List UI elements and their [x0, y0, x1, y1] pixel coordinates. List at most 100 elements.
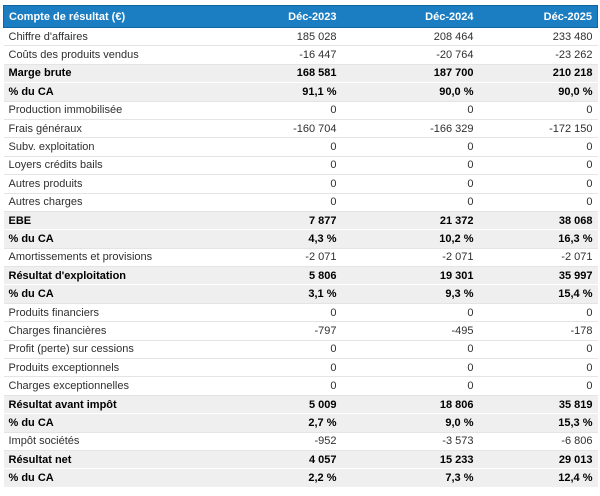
row-value: 0 [341, 137, 479, 157]
row-label: Production immobilisée [3, 100, 204, 120]
row-label: Résultat avant impôt [3, 394, 204, 414]
table-row: Autres charges 0 0 0 [3, 192, 598, 212]
row-value: 0 [341, 192, 479, 212]
row-value: -2 071 [203, 247, 342, 267]
row-value: 0 [478, 137, 598, 157]
row-value: 4 057 [203, 449, 342, 469]
table-row: Résultat net 4 057 15 233 29 013 [3, 449, 598, 469]
table-row: Charges financières -797 -495 -178 [3, 321, 598, 341]
table-row: Produits financiers 0 0 0 [3, 302, 598, 322]
row-value: -2 071 [478, 247, 598, 267]
table-body: Chiffre d'affaires 185 028 208 464 233 4… [3, 26, 598, 487]
row-value: -20 764 [341, 45, 479, 65]
row-label: Charges exceptionnelles [3, 376, 204, 396]
row-value: -172 150 [478, 118, 598, 138]
row-value: 210 218 [478, 63, 598, 83]
row-value: 187 700 [341, 63, 479, 83]
row-label: Marge brute [3, 63, 204, 83]
row-label: Coûts des produits vendus [3, 45, 204, 65]
row-value: 0 [203, 339, 342, 359]
row-value: 0 [478, 376, 598, 396]
row-label: % du CA [3, 284, 204, 304]
row-label: Frais généraux [3, 118, 204, 138]
table-row: % du CA 2,2 % 7,3 % 12,4 % [3, 468, 598, 487]
row-label: % du CA [3, 82, 204, 102]
row-value: 4,3 % [203, 229, 342, 249]
row-value: 0 [478, 339, 598, 359]
row-value: 29 013 [478, 449, 598, 469]
row-value: 10,2 % [341, 229, 479, 249]
row-value: 9,3 % [341, 284, 479, 304]
row-value: 5 009 [203, 394, 342, 414]
income-statement-table: Compte de résultat (€) Déc-2023 Déc-2024… [3, 5, 598, 487]
row-value: -495 [341, 321, 479, 341]
table-row: Production immobilisée 0 0 0 [3, 100, 598, 120]
row-value: 0 [341, 358, 479, 377]
row-value: 2,2 % [203, 468, 342, 487]
row-value: 0 [203, 302, 342, 322]
row-value: 0 [203, 192, 342, 212]
row-value: -797 [203, 321, 342, 341]
table-row: Marge brute 168 581 187 700 210 218 [3, 63, 598, 83]
row-value: 0 [341, 339, 479, 359]
row-value: -3 573 [341, 431, 479, 451]
table-row: Résultat d'exploitation 5 806 19 301 35 … [3, 266, 598, 285]
table-row: % du CA 91,1 % 90,0 % 90,0 % [3, 82, 598, 102]
row-value: 185 028 [203, 26, 342, 46]
row-value: -178 [478, 321, 598, 341]
column-header-dec-2023: Déc-2023 [203, 5, 342, 28]
row-value: 90,0 % [341, 82, 479, 102]
table-row: % du CA 2,7 % 9,0 % 15,3 % [3, 413, 598, 433]
row-label: % du CA [3, 413, 204, 433]
row-value: 90,0 % [478, 82, 598, 102]
row-value: 0 [203, 376, 342, 396]
row-value: 0 [341, 100, 479, 120]
row-value: -166 329 [341, 118, 479, 138]
row-label: Produits financiers [3, 302, 204, 322]
row-label: Autres produits [3, 174, 204, 194]
row-value: 233 480 [478, 26, 598, 46]
row-value: 0 [341, 155, 479, 175]
row-value: -6 806 [478, 431, 598, 451]
row-value: 0 [478, 174, 598, 194]
table-row: Chiffre d'affaires 185 028 208 464 233 4… [3, 26, 598, 46]
row-value: 0 [203, 358, 342, 377]
table-row: Résultat avant impôt 5 009 18 806 35 819 [3, 394, 598, 414]
row-label: % du CA [3, 468, 204, 487]
row-value: -160 704 [203, 118, 342, 138]
row-label: EBE [3, 210, 204, 230]
row-value: 9,0 % [341, 413, 479, 433]
row-value: 0 [203, 174, 342, 194]
row-value: 12,4 % [478, 468, 598, 487]
row-value: 3,1 % [203, 284, 342, 304]
row-value: 0 [341, 302, 479, 322]
table-row: % du CA 3,1 % 9,3 % 15,4 % [3, 284, 598, 304]
row-value: 15 233 [341, 449, 479, 469]
table-row: Autres produits 0 0 0 [3, 174, 598, 194]
table-row: Impôt sociétés -952 -3 573 -6 806 [3, 431, 598, 451]
row-label: Résultat d'exploitation [3, 266, 204, 285]
row-label: Produits exceptionnels [3, 358, 204, 377]
row-value: -2 071 [341, 247, 479, 267]
table-row: EBE 7 877 21 372 38 068 [3, 210, 598, 230]
row-label: Impôt sociétés [3, 431, 204, 451]
row-value: 0 [478, 302, 598, 322]
table-row: Subv. exploitation 0 0 0 [3, 137, 598, 157]
table-row: Produits exceptionnels 0 0 0 [3, 358, 598, 377]
row-value: 35 819 [478, 394, 598, 414]
row-value: 0 [203, 137, 342, 157]
table-row: Profit (perte) sur cessions 0 0 0 [3, 339, 598, 359]
row-value: -23 262 [478, 45, 598, 65]
table-row: Coûts des produits vendus -16 447 -20 76… [3, 45, 598, 65]
row-label: Autres charges [3, 192, 204, 212]
row-value: 2,7 % [203, 413, 342, 433]
row-value: -16 447 [203, 45, 342, 65]
row-value: 15,4 % [478, 284, 598, 304]
row-value: 0 [478, 358, 598, 377]
table-row: Charges exceptionnelles 0 0 0 [3, 376, 598, 396]
table-row: Frais généraux -160 704 -166 329 -172 15… [3, 118, 598, 138]
row-value: 7,3 % [341, 468, 479, 487]
table-header-row: Compte de résultat (€) Déc-2023 Déc-2024… [3, 5, 598, 28]
row-value: 0 [203, 100, 342, 120]
table-row: Loyers crédits bails 0 0 0 [3, 155, 598, 175]
